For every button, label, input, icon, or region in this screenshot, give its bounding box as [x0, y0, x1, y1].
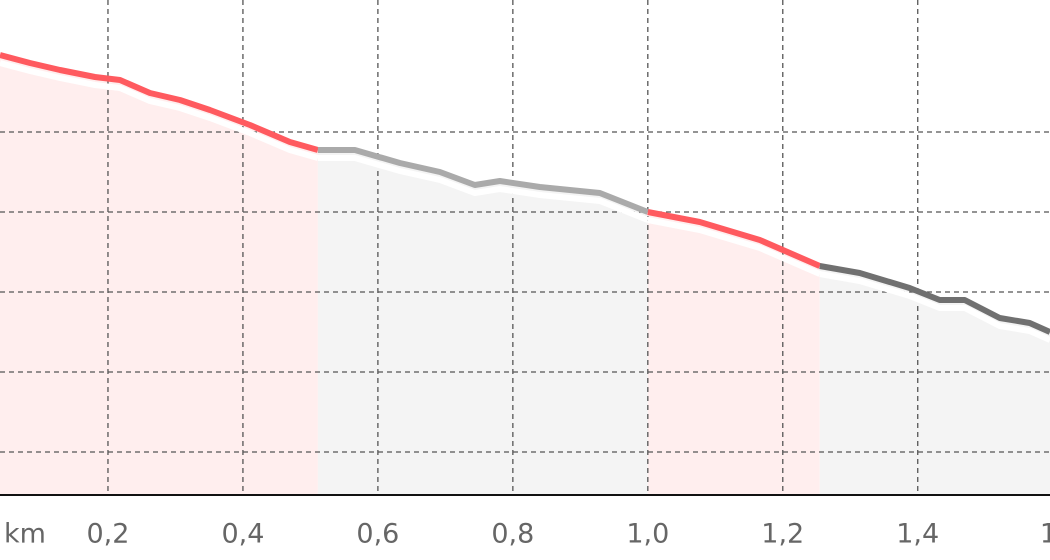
elevation-area: [317, 150, 648, 495]
x-tick-label: 0,6: [356, 519, 399, 550]
line-highlight: [819, 271, 1050, 343]
x-tick-label: 0,2: [86, 519, 129, 550]
line-highlight: [0, 60, 319, 161]
x-tick-label: 0,4: [221, 519, 264, 550]
x-tick-label: 1,: [1040, 519, 1050, 550]
elevation-area: [647, 212, 820, 495]
elevation-line: [647, 209, 821, 269]
x-tick-label: 1,4: [896, 519, 939, 550]
x-tick-label: 0,8: [491, 519, 534, 550]
elevation-line: [819, 263, 1050, 335]
elevation-line: [0, 52, 319, 153]
elevation-area: [0, 55, 318, 495]
x-tick-label: 1,0: [626, 519, 669, 550]
line-highlight: [317, 155, 649, 223]
line-highlight: [647, 217, 821, 277]
x-tick-label: 1,2: [761, 519, 804, 550]
elevation-line: [317, 147, 649, 215]
x-axis-label: km: [4, 519, 46, 550]
